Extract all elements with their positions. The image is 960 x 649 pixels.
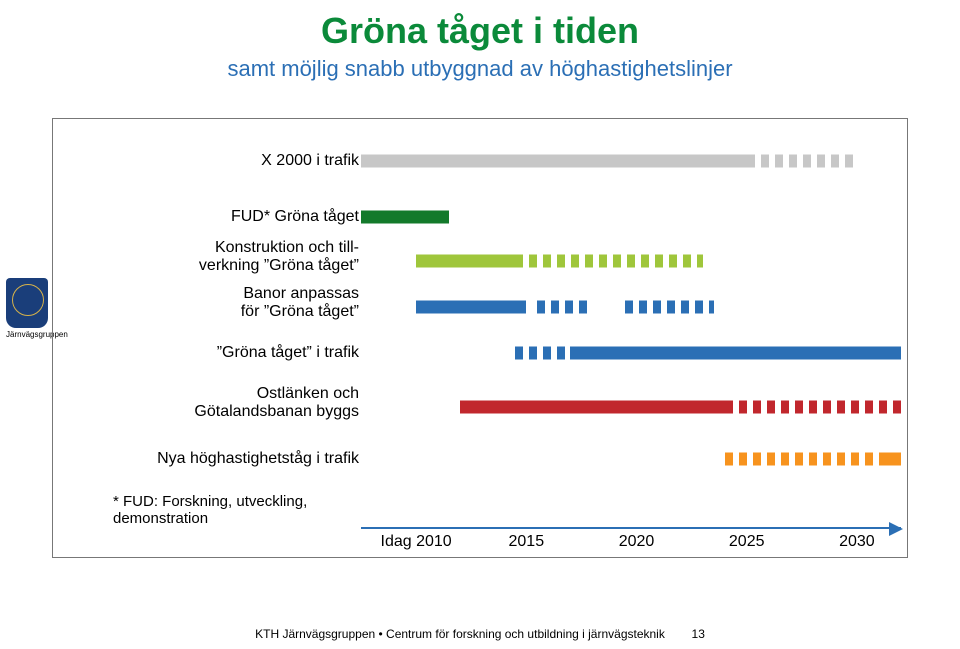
chart-row: Konstruktion och till-verkning ”Gröna tå… — [53, 241, 907, 281]
bar-segment — [416, 255, 515, 268]
row-label: Ostlänken ochGötalandsbanan byggs — [59, 385, 359, 422]
page: Gröna tåget i tiden samt möjlig snabb ut… — [0, 0, 960, 649]
footer: KTH Järnvägsgruppen • Centrum för forskn… — [0, 627, 960, 641]
chart-row: Ostlänken ochGötalandsbanan byggs — [53, 387, 907, 427]
page-subtitle: samt möjlig snabb utbyggnad av höghastig… — [0, 56, 960, 82]
bar-area — [361, 197, 901, 237]
kth-shield-icon — [6, 278, 48, 328]
bar-segment — [537, 301, 592, 314]
x-axis-arrow-icon — [361, 527, 901, 529]
bar-segment — [747, 155, 857, 168]
bar-segment — [515, 347, 570, 360]
bar-segment — [361, 155, 747, 168]
bar-area — [361, 387, 901, 427]
footer-page-number: 13 — [692, 627, 705, 641]
bar-segment — [625, 301, 713, 314]
tick-label: 2020 — [619, 533, 655, 551]
bar-area — [361, 439, 901, 479]
chart-row: X 2000 i trafik — [53, 141, 907, 181]
bar-area — [361, 287, 901, 327]
tick-label: 2015 — [509, 533, 545, 551]
bar-segment — [725, 453, 879, 466]
bar-segment — [879, 453, 901, 466]
bar-segment — [725, 401, 901, 414]
footer-text: KTH Järnvägsgruppen • Centrum för forskn… — [255, 627, 665, 641]
row-label: Konstruktion och till-verkning ”Gröna tå… — [59, 239, 359, 276]
bar-segment — [515, 255, 702, 268]
chart-row: ”Gröna tåget” i trafik — [53, 333, 907, 373]
bar-segment — [460, 401, 724, 414]
chart-row: Banor anpassasför ”Gröna tåget” — [53, 287, 907, 327]
bar-segment — [570, 347, 901, 360]
bar-segment — [416, 301, 526, 314]
tick-label: 2025 — [729, 533, 765, 551]
chart-frame: X 2000 i trafik FUD* Gröna tåget Konstrukt… — [52, 118, 908, 558]
tick-label: 2030 — [839, 533, 875, 551]
footnote: * FUD: Forskning, utveckling, demonstrat… — [113, 493, 333, 527]
bar-area — [361, 241, 901, 281]
kth-logo: Järnvägsgruppen — [6, 278, 50, 348]
page-title: Gröna tåget i tiden — [0, 0, 960, 52]
row-label: Banor anpassasför ”Gröna tåget” — [59, 285, 359, 322]
row-label: Nya höghastighetståg i trafik — [59, 450, 359, 468]
bar-segment — [361, 211, 449, 224]
bar-area — [361, 141, 901, 181]
row-label: ”Gröna tåget” i trafik — [59, 344, 359, 362]
chart-row: FUD* Gröna tåget — [53, 197, 907, 237]
row-label: X 2000 i trafik — [59, 152, 359, 170]
chart-row: Nya höghastighetståg i trafik — [53, 439, 907, 479]
kth-logo-caption: Järnvägsgruppen — [6, 330, 50, 339]
bar-area — [361, 333, 901, 373]
tick-label: Idag 2010 — [381, 533, 452, 551]
row-label: FUD* Gröna tåget — [59, 208, 359, 226]
